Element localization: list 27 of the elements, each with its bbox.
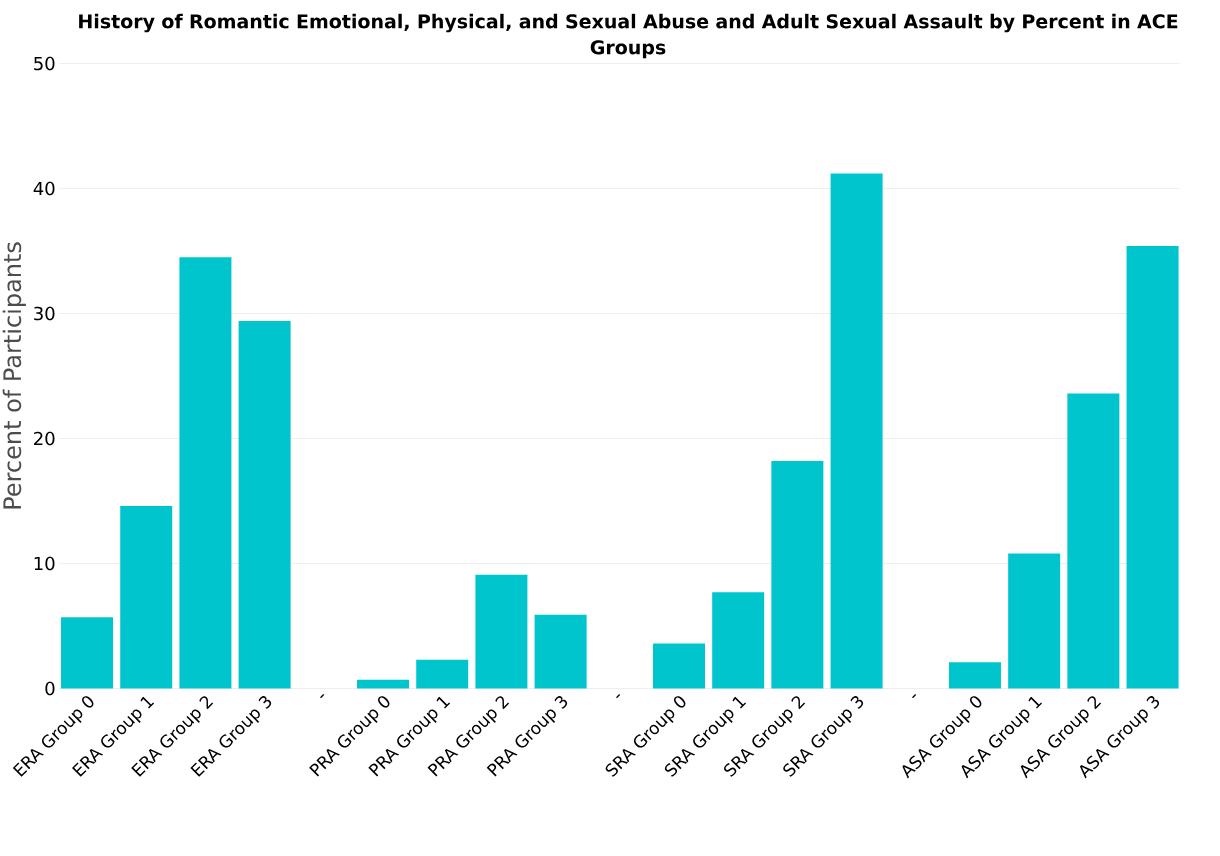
y-tick-label: 20 (34, 431, 55, 446)
bar (475, 574, 528, 689)
bar (1067, 393, 1120, 689)
bar (948, 662, 1001, 689)
bar (534, 614, 587, 689)
bar (1008, 553, 1061, 689)
bar (416, 659, 469, 689)
y-axis-title: Percent of Participants (2, 242, 26, 509)
y-tick-label: 30 (34, 306, 55, 321)
bar (357, 679, 410, 689)
x-tick-label: - (616, 694, 621, 699)
y-tick-label: 40 (33, 181, 55, 196)
bar (771, 460, 824, 689)
bar (179, 257, 232, 689)
y-tick-label: 0 (45, 681, 55, 696)
bar (830, 173, 883, 689)
y-tick-label: 50 (34, 56, 55, 71)
bar (120, 505, 173, 689)
bar (238, 320, 291, 689)
bar (1126, 245, 1179, 689)
x-tick-label: - (912, 694, 917, 699)
x-tick-label: - (320, 694, 325, 699)
chart-title: History of Romantic Emotional, Physical, and Sexual Abuse and Adult Sexual Assault by Percent in ACE Groups (79, 13, 1178, 59)
bar (61, 617, 114, 689)
bar (712, 592, 765, 689)
bar (652, 643, 705, 689)
y-tick-label: 10 (34, 556, 55, 571)
